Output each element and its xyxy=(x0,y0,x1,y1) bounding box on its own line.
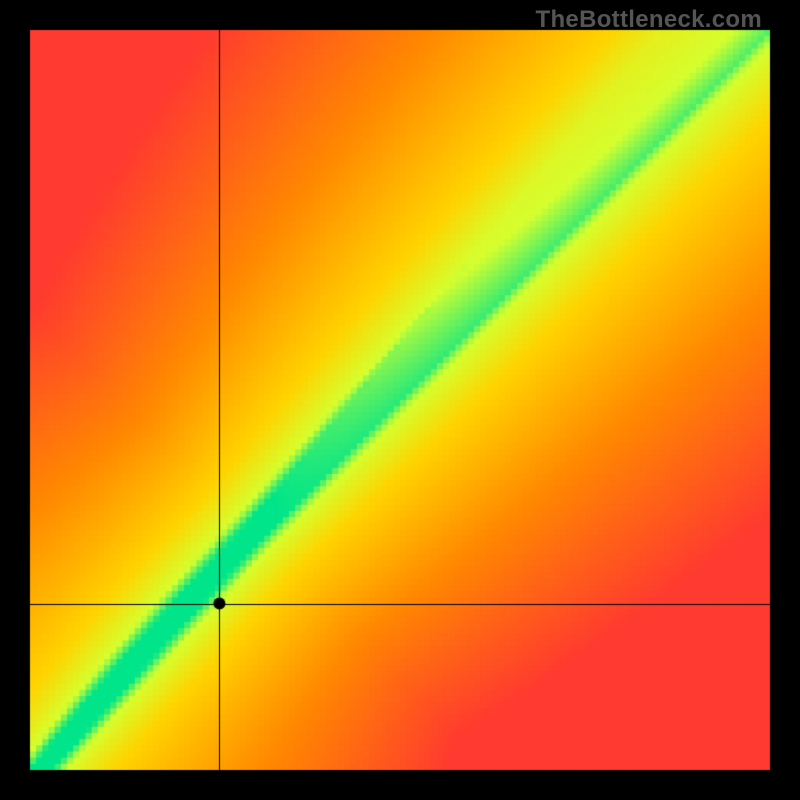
bottleneck-heatmap-canvas xyxy=(0,0,800,800)
watermark-text: TheBottleneck.com xyxy=(536,6,762,34)
chart-root: TheBottleneck.com xyxy=(0,0,800,800)
